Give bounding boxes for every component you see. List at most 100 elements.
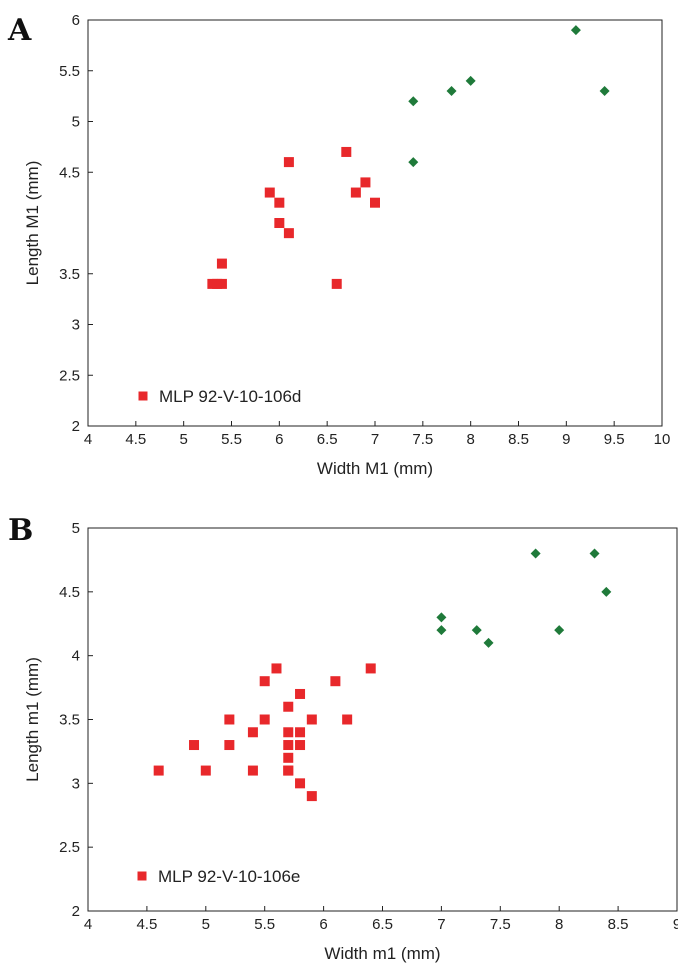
x-tick-label-b: 7 (437, 916, 445, 933)
panel-letter-a: A (7, 13, 32, 48)
data-point-diamond-a (446, 86, 457, 97)
data-point-diamond-a (599, 86, 610, 97)
data-point-diamond-a (570, 25, 581, 36)
data-point-square-a (264, 187, 275, 198)
data-point-square-a (274, 197, 285, 208)
x-tick-label-b: 5.5 (254, 916, 275, 933)
points-b (153, 548, 612, 802)
x-tick-label-a: 7 (371, 431, 379, 448)
data-point-square-b (295, 727, 306, 738)
data-point-square-b (224, 714, 235, 725)
y-tick-label-b: 2.5 (59, 839, 80, 856)
data-point-square-b (330, 676, 341, 687)
data-point-square-b (283, 701, 294, 712)
x-tick-label-b: 6 (319, 916, 327, 933)
x-tick-label-b: 5 (202, 916, 210, 933)
ticks-b: 4 4.5 5 5.5 6 6.5 7 7.5 8 8.5 9 2 2.5 3 3.5 4 4.5 5 (59, 520, 678, 933)
data-point-square-a (283, 157, 294, 168)
data-point-square-b (295, 740, 306, 751)
y-tick-label-b: 4 (72, 648, 80, 665)
data-point-diamond-b (436, 612, 447, 623)
legend-a: MLP 92-V-10-106d (138, 387, 301, 406)
x-tick-label-a: 5 (179, 431, 187, 448)
legend-label-a: MLP 92-V-10-106d (159, 387, 301, 406)
data-point-square-a (274, 218, 285, 228)
x-tick-label-b: 7.5 (490, 916, 511, 933)
legend-b: MLP 92-V-10-106e (137, 867, 300, 886)
data-point-diamond-a (465, 75, 476, 86)
data-point-square-b (200, 765, 211, 776)
data-point-diamond-b (589, 548, 600, 559)
x-tick-label-a: 9 (562, 431, 570, 448)
data-point-square-b (306, 791, 317, 802)
data-point-square-b (247, 765, 258, 776)
legend-swatch-a (138, 391, 148, 401)
data-point-square-a (216, 258, 227, 269)
x-axis-label-b: Width m1 (mm) (324, 944, 440, 963)
data-point-diamond-b (483, 637, 494, 648)
data-point-square-b (259, 714, 270, 725)
data-point-square-b (153, 765, 164, 776)
data-point-square-b (283, 765, 294, 776)
y-tick-label-a: 2.5 (59, 367, 80, 384)
data-point-square-b (247, 727, 258, 738)
panel-b: B 4 4.5 5 5.5 6 6.5 7 7.5 8 8.5 9 2 2.5 3 3.5 4 4.5 5 Wid… (8, 513, 678, 963)
y-tick-label-a: 4.5 (59, 164, 80, 181)
data-point-diamond-a (408, 96, 419, 107)
data-point-square-a (370, 197, 380, 208)
plot-frame-b (87, 527, 678, 912)
data-point-square-b (189, 740, 200, 751)
panel-a: A 4 4.5 5 5.5 6 6.5 7 7.5 8 8.5 9 9.5 10 2 2.5 3 3.5 4.5 5… (7, 12, 670, 478)
data-point-square-b (295, 688, 306, 699)
x-tick-label-a: 8.5 (508, 431, 529, 448)
data-point-square-a (331, 278, 342, 289)
plot-frame-a (87, 19, 663, 427)
y-tick-label-b: 3.5 (59, 712, 80, 729)
data-point-square-b (224, 740, 235, 751)
y-tick-label-a: 3 (72, 317, 80, 334)
legend-swatch-b (137, 871, 147, 881)
data-point-diamond-b (554, 625, 565, 636)
x-tick-label-a: 5.5 (221, 431, 242, 448)
x-tick-label-b: 8 (555, 916, 563, 933)
data-point-square-b (283, 740, 294, 751)
x-tick-label-b: 4.5 (136, 916, 157, 933)
data-point-square-b (306, 714, 317, 725)
x-tick-label-a: 9.5 (604, 431, 625, 448)
data-point-square-a (283, 228, 294, 239)
x-tick-label-b: 9 (673, 916, 678, 933)
ticks-a: 4 4.5 5 5.5 6 6.5 7 7.5 8 8.5 9 9.5 10 2 2.5 3 3.5 4.5 5 5.… (59, 12, 670, 448)
y-tick-label-b: 2 (72, 903, 80, 920)
x-tick-label-b: 4 (84, 916, 92, 933)
y-tick-label-a: 6 (72, 12, 80, 29)
x-tick-label-a: 8 (466, 431, 474, 448)
y-tick-label-a: 5 (72, 114, 80, 131)
x-axis-label-a: Width M1 (mm) (317, 459, 433, 478)
data-point-square-b (259, 676, 270, 687)
y-axis-label-a: Length M1 (mm) (23, 161, 42, 286)
x-tick-label-a: 6 (275, 431, 283, 448)
data-point-square-b (295, 778, 306, 789)
x-tick-label-a: 10 (654, 431, 671, 448)
data-point-square-b (283, 752, 294, 763)
data-point-diamond-b (530, 548, 541, 559)
data-point-square-b (271, 663, 282, 674)
data-point-square-a (360, 177, 371, 188)
data-point-square-b (342, 714, 353, 725)
panel-letter-b: B (8, 513, 33, 548)
y-tick-label-b: 4.5 (59, 584, 80, 601)
y-tick-label-a: 5.5 (59, 63, 80, 80)
legend-label-b: MLP 92-V-10-106e (158, 867, 300, 886)
x-tick-label-b: 6.5 (372, 916, 393, 933)
y-tick-label-a: 2 (72, 418, 80, 435)
x-tick-label-a: 4 (84, 431, 92, 448)
data-point-diamond-b (601, 586, 612, 597)
y-axis-label-b: Length m1 (mm) (23, 657, 42, 782)
points-a (207, 25, 610, 289)
data-point-square-a (350, 187, 361, 198)
data-point-diamond-a (408, 157, 419, 168)
data-point-square-b (283, 727, 294, 738)
data-point-square-b (365, 663, 376, 674)
y-tick-label-a: 3.5 (59, 266, 80, 283)
